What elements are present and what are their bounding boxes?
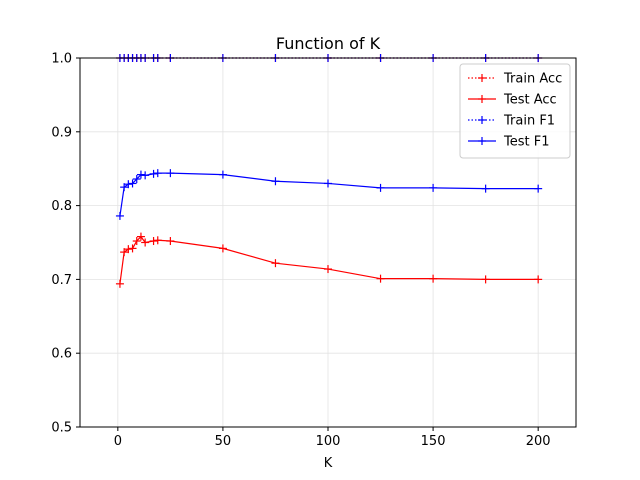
data-point-test-acc bbox=[218, 244, 227, 253]
data-point-test-acc bbox=[115, 279, 124, 288]
data-point-test-acc bbox=[120, 248, 129, 257]
data-point-test-acc bbox=[481, 275, 490, 284]
data-point-test-acc bbox=[324, 265, 332, 274]
y-tick-label: 0.5 bbox=[51, 421, 72, 436]
series-test-f1 bbox=[115, 169, 543, 220]
data-point-test-f1 bbox=[115, 211, 124, 220]
y-tick-label: 1.0 bbox=[51, 52, 72, 67]
axes: 0 50 100 150 200 0.5 0.6 0.7 0.8 0.9 1.0 bbox=[51, 52, 550, 450]
data-point-test-acc bbox=[429, 274, 438, 283]
x-tick-label: 0 bbox=[114, 434, 122, 449]
legend-label: Train Acc bbox=[503, 72, 562, 87]
data-point-test-f1 bbox=[324, 179, 332, 188]
legend-item-train-f1: Train F1 bbox=[468, 114, 555, 129]
data-point-test-acc bbox=[271, 259, 280, 268]
data-point-test-acc bbox=[149, 237, 158, 246]
data-point-test-acc bbox=[534, 275, 543, 284]
y-tick-label: 0.9 bbox=[51, 125, 72, 140]
data-point-test-acc bbox=[128, 244, 137, 253]
data-point-test-f1 bbox=[534, 184, 543, 193]
data-point-test-acc bbox=[166, 237, 175, 246]
legend-swatch-marker bbox=[478, 74, 486, 82]
data-point-test-f1 bbox=[271, 177, 280, 186]
legend-swatch-marker bbox=[478, 95, 486, 103]
data-point-test-acc bbox=[132, 237, 141, 246]
legend-label: Test F1 bbox=[503, 135, 549, 150]
x-axis-title: K bbox=[324, 456, 333, 471]
legend-item-test-f1: Test F1 bbox=[468, 135, 549, 150]
data-point-test-acc bbox=[153, 236, 162, 245]
y-tick-label: 0.8 bbox=[51, 199, 72, 214]
legend-swatch-marker bbox=[478, 116, 486, 124]
data-point-test-f1 bbox=[429, 183, 438, 192]
legend-box bbox=[459, 63, 571, 159]
x-tick-label: 100 bbox=[316, 434, 341, 449]
data-point-test-f1 bbox=[166, 169, 175, 178]
y-tick-label: 0.6 bbox=[51, 347, 72, 362]
data-point-test-acc bbox=[136, 232, 145, 241]
data-point-test-f1 bbox=[376, 183, 385, 192]
legend-item-test-acc: Test Acc bbox=[468, 93, 557, 108]
legend-item-train-acc: Train Acc bbox=[468, 72, 562, 87]
series-test-acc bbox=[115, 232, 543, 288]
y-tick-label: 0.7 bbox=[51, 273, 72, 288]
x-tick-label: 200 bbox=[526, 434, 551, 449]
data-point-test-f1 bbox=[149, 169, 158, 178]
data-point-test-f1 bbox=[481, 184, 490, 193]
chart-title: Function of K bbox=[276, 34, 381, 53]
data-point-test-f1 bbox=[218, 170, 227, 179]
data-point-test-f1 bbox=[128, 179, 137, 188]
x-tick-label: 150 bbox=[421, 434, 446, 449]
legend-label: Test Acc bbox=[503, 93, 557, 108]
data-point-test-f1 bbox=[124, 180, 133, 189]
data-point-test-acc bbox=[376, 274, 385, 283]
legend: Train Acc Test Acc Train F1 Test F1 bbox=[459, 63, 571, 159]
legend-label: Train F1 bbox=[503, 114, 555, 129]
x-tick-label: 50 bbox=[215, 434, 232, 449]
data-point-test-f1 bbox=[136, 170, 145, 179]
legend-swatch-marker bbox=[478, 137, 486, 145]
data-point-test-acc bbox=[124, 245, 133, 254]
data-point-test-acc bbox=[141, 238, 150, 247]
data-point-test-f1 bbox=[153, 169, 162, 178]
data-point-test-f1 bbox=[141, 171, 150, 180]
data-point-test-f1 bbox=[132, 175, 141, 184]
data-point-test-f1 bbox=[120, 183, 129, 192]
